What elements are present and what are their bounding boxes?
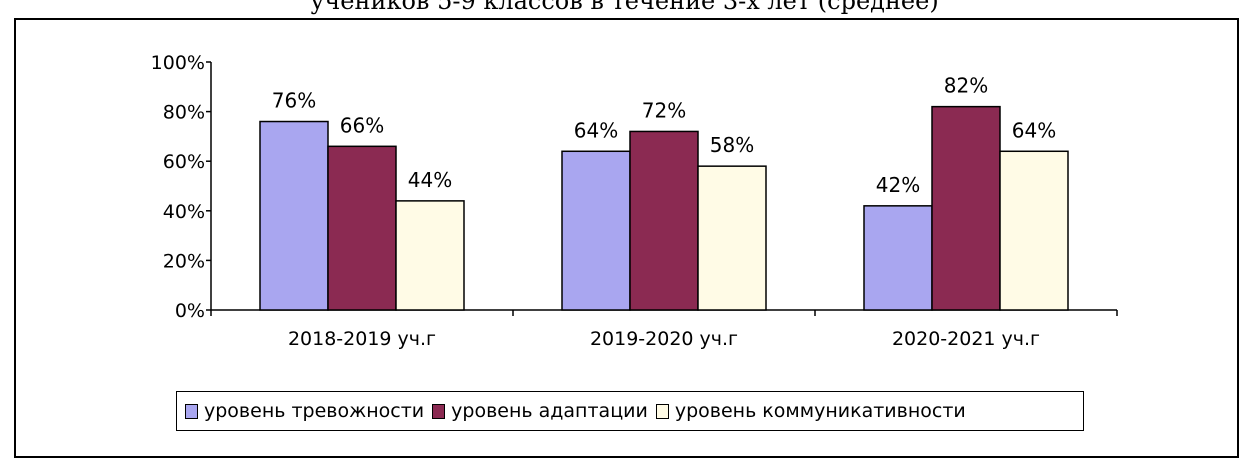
legend-item-communication: уровень коммуникативности (655, 400, 966, 422)
data-label: 44% (408, 168, 452, 192)
legend-swatch-anxiety (185, 403, 198, 419)
bar (863, 205, 933, 311)
data-label: 58% (710, 133, 754, 157)
y-tick-label: 0% (175, 300, 205, 322)
legend-label-communication: уровень коммуникативности (674, 400, 966, 422)
legend-swatch-communication (655, 403, 669, 419)
bar (395, 200, 465, 311)
legend-item-anxiety: уровень тревожности (185, 400, 424, 422)
y-tick-label: 100% (151, 52, 205, 74)
legend-swatch-adaptation (432, 403, 446, 419)
bar (697, 165, 767, 311)
data-label: 42% (876, 173, 920, 197)
bar (999, 150, 1069, 311)
y-tick-label: 40% (163, 201, 205, 223)
data-label: 76% (272, 89, 316, 113)
legend-label-anxiety: уровень тревожности (204, 400, 425, 422)
data-label: 82% (944, 74, 988, 98)
y-tick-label: 20% (163, 250, 205, 272)
data-label: 64% (574, 118, 618, 142)
bar (259, 120, 329, 311)
legend-item-adaptation: уровень адаптации (432, 400, 648, 422)
data-label: 72% (642, 98, 686, 122)
y-tick-label: 60% (163, 151, 205, 173)
chart-title: учеников 5-9 классов в течение 3-х лет (… (310, 0, 939, 15)
legend-label-adaptation: уровень адаптации (451, 400, 648, 422)
x-tick-label: 2018-2019 уч.г (288, 328, 436, 350)
bar-chart: 0% 20% 40% 60% 80% 100% 76% 66% 44% 2018-2019 уч.… (151, 52, 1118, 350)
chart-legend: уровень тревожности уровень адаптации ур… (176, 391, 1084, 431)
bar (629, 130, 699, 311)
data-label: 66% (340, 113, 384, 137)
bar (327, 145, 397, 311)
bar (561, 150, 631, 311)
y-tick-label: 80% (163, 102, 205, 124)
data-label: 64% (1012, 118, 1056, 142)
x-tick-label: 2019-2020 уч.г (590, 328, 738, 350)
x-tick-label: 2020-2021 уч.г (892, 328, 1040, 350)
bar (931, 105, 1001, 311)
